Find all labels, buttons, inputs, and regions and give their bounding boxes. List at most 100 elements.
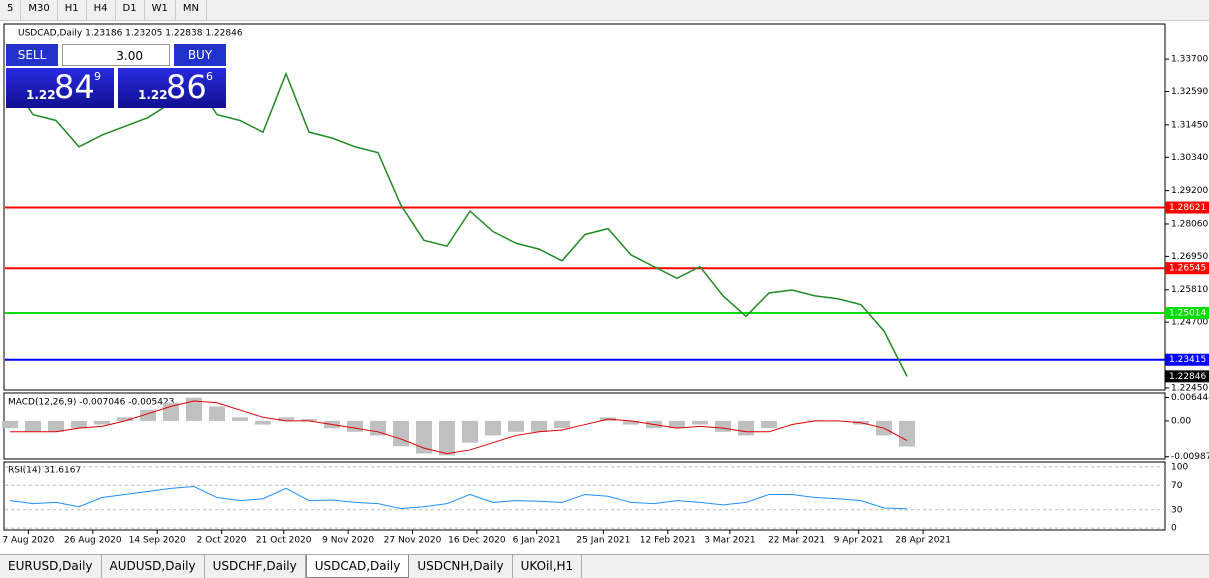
macd-signal (10, 400, 908, 455)
chart-header: USDCAD,Daily 1.23186 1.23205 1.22838 1.2… (18, 29, 243, 39)
y-tick-label: 1.28060 (1171, 219, 1208, 229)
y-tick-label: 0.00 (1171, 416, 1191, 426)
x-tick-label: 6 Jan 2021 (513, 536, 561, 546)
timeframe-button[interactable]: D1 (116, 0, 145, 20)
macd-title: MACD(12,26,9) -0.007046 -0.005423 (8, 398, 174, 408)
x-tick-label: 12 Feb 2021 (640, 536, 696, 546)
x-tick-label: 28 Apr 2021 (895, 536, 951, 546)
price-big: 1.22 (26, 88, 56, 102)
y-tick-label: 0.006444 (1171, 393, 1209, 403)
timeframe-button[interactable]: M30 (21, 0, 58, 20)
level-label: 1.28621 (1169, 203, 1206, 213)
macd-bar (186, 397, 202, 421)
y-tick-label: 70 (1171, 481, 1183, 491)
one-click-panel: SELL 3.00 BUY 1.22 84 9 1.22 86 6 (6, 44, 226, 108)
macd-bar (94, 420, 110, 425)
macd-bar (738, 420, 754, 436)
y-tick-label: 30 (1171, 505, 1183, 515)
buy-button[interactable]: BUY (174, 44, 226, 66)
timeframe-button[interactable]: W1 (145, 0, 176, 20)
chart-tab[interactable]: AUDUSD,Daily (102, 555, 205, 578)
x-tick-label: 9 Nov 2020 (322, 536, 374, 546)
y-tick-label: 1.29200 (1171, 186, 1208, 196)
macd-bar (485, 420, 501, 436)
chart-tabs: EURUSD,Daily AUDUSD,Daily USDCHF,Daily USDC… (0, 554, 1209, 578)
chart-tab[interactable]: USDCHF,Daily (205, 555, 306, 578)
price-pips: 86 (166, 68, 207, 106)
level-tag (1165, 353, 1209, 366)
x-tick-label: 16 Dec 2020 (448, 536, 506, 546)
rsi-line (9, 485, 908, 510)
chart: USDCAD,Daily 1.23186 1.23205 1.22838 1.2… (2, 23, 1209, 546)
rsi-frame (3, 461, 1166, 531)
macd-bar (531, 420, 547, 432)
macd-bar (2, 420, 18, 429)
chart-tab[interactable]: USDCNH,Daily (409, 555, 513, 578)
macd-bar (117, 417, 133, 421)
x-tick-label: 7 Aug 2020 (2, 536, 54, 546)
sell-price[interactable]: 1.22 84 9 (6, 68, 114, 108)
macd-bar (899, 420, 915, 447)
macd-bar (278, 417, 294, 421)
macd-bar (508, 420, 524, 432)
macd-bar (347, 420, 363, 432)
x-tick-label: 21 Oct 2020 (256, 536, 312, 546)
x-tick-label: 27 Nov 2020 (384, 536, 442, 546)
macd-bar (761, 420, 777, 429)
macd-bar (393, 420, 409, 447)
y-tick-label: 100 (1171, 462, 1188, 472)
level-label: 1.23415 (1169, 355, 1206, 365)
chart-tab[interactable]: USDCAD,Daily (305, 555, 410, 578)
price-frac: 6 (206, 70, 213, 83)
x-tick-label: 26 Aug 2020 (64, 536, 122, 546)
level-tag (1165, 370, 1209, 383)
timeframe-button[interactable]: H4 (87, 0, 116, 20)
macd-bar (370, 420, 386, 436)
rsi-title: RSI(14) 31.6167 (8, 466, 81, 476)
macd-bar (140, 410, 156, 421)
macd-bar (209, 406, 225, 421)
y-tick-label: 1.25810 (1171, 285, 1208, 295)
macd-bar (301, 419, 317, 421)
macd-bar (48, 420, 64, 432)
level-label: 1.25014 (1169, 308, 1206, 318)
price-line (9, 71, 908, 377)
level-tag (1165, 201, 1209, 214)
level-label: 1.26545 (1169, 264, 1206, 274)
price-pips: 84 (54, 68, 95, 106)
macd-bar (255, 420, 271, 425)
macd-bar (439, 420, 455, 456)
timeframe-button[interactable]: H1 (58, 0, 87, 20)
chart-tab[interactable]: EURUSD,Daily (0, 555, 102, 578)
macd-bar (232, 417, 248, 421)
y-tick-label: 1.24700 (1171, 318, 1208, 328)
y-tick-label: 1.26950 (1171, 252, 1208, 262)
x-tick-label: 3 Mar 2021 (704, 536, 755, 546)
macd-bar (462, 420, 478, 443)
macd-bar (71, 420, 87, 429)
x-tick-label: 14 Sep 2020 (129, 536, 186, 546)
y-tick-label: 1.30340 (1171, 153, 1208, 163)
y-tick-label: 0 (1171, 524, 1177, 534)
timeframe-button[interactable]: MN (176, 0, 207, 20)
macd-bar (715, 420, 731, 432)
timeframe-toolbar: 5 M30 H1 H4 D1 W1 MN (0, 0, 1209, 21)
sell-button[interactable]: SELL (6, 44, 58, 66)
buy-price[interactable]: 1.22 86 6 (118, 68, 226, 108)
y-tick-label: 1.33700 (1171, 55, 1208, 65)
x-tick-label: 22 Mar 2021 (768, 536, 825, 546)
macd-bar (554, 420, 570, 429)
volume-input[interactable]: 3.00 (62, 44, 170, 66)
macd-bar (25, 420, 41, 432)
x-tick-label: 2 Oct 2020 (197, 536, 247, 546)
macd-bar (416, 420, 432, 454)
y-tick-label: 1.32590 (1171, 87, 1208, 97)
level-tag (1165, 306, 1209, 319)
timeframe-button[interactable]: 5 (0, 0, 22, 20)
macd-bar (623, 420, 639, 425)
chart-tab[interactable]: UKOil,H1 (513, 555, 583, 578)
macd-bar (692, 420, 708, 425)
x-tick-label: 25 Jan 2021 (576, 536, 630, 546)
